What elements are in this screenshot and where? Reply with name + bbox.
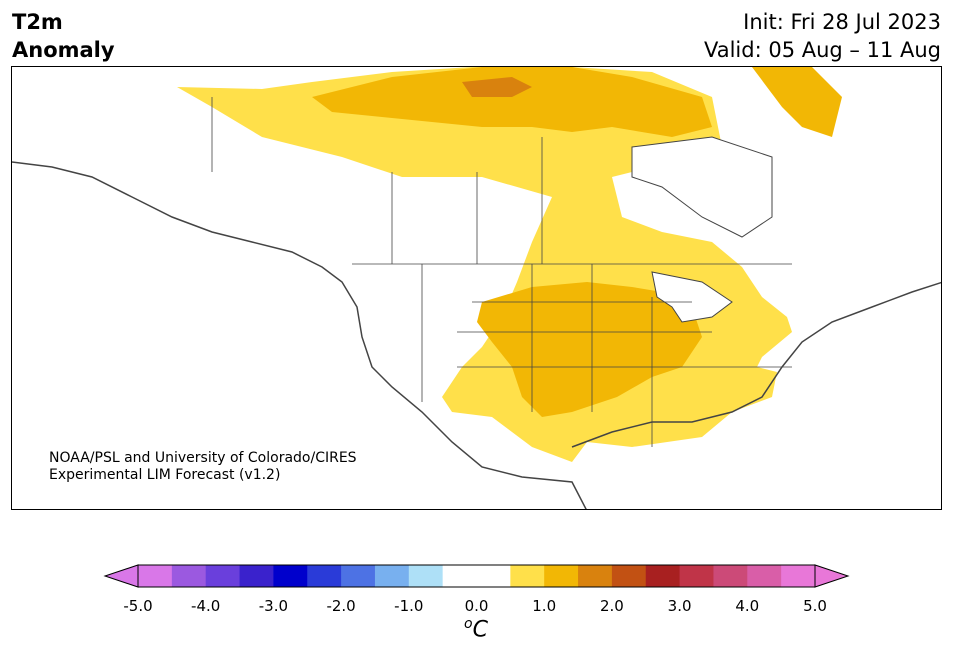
colorbar-outline (137, 564, 816, 588)
colorbar-segment (273, 565, 308, 587)
colorbar-segment (307, 565, 342, 587)
colorbar-segment (374, 565, 410, 587)
colorbar-tick-label: 3.0 (667, 597, 692, 615)
colorbar-tick-label: -2.0 (326, 597, 356, 615)
colorbar-segment (679, 565, 714, 587)
colorbar-tick-label: 5.0 (803, 597, 827, 615)
credit-line2: Experimental LIM Forecast (v1.2) (49, 467, 281, 483)
colorbar-tick-label: 2.0 (599, 597, 624, 615)
coastline-west (12, 161, 587, 509)
credit-text: NOAA/PSL and University of Colorado/CIRE… (49, 450, 357, 484)
anomaly-region-medium-greenland (752, 67, 842, 137)
variable-line1: T2m (12, 10, 63, 34)
map-panel (11, 66, 942, 510)
anomaly-region-medium-north (312, 67, 712, 137)
colorbar-segment (476, 565, 511, 587)
colorbar-segment (611, 565, 647, 587)
great-lakes (651, 271, 733, 323)
colorbar-segment (544, 565, 579, 587)
variable-line2: Anomaly (12, 38, 115, 62)
colorbar-tick-label: 4.0 (735, 597, 760, 615)
colorbar-unit: oC (464, 616, 488, 642)
colorbar-segment (205, 565, 241, 587)
colorbar-segment (645, 565, 681, 587)
colorbar-tick-label: -1.0 (394, 597, 424, 615)
colorbar-segment (578, 565, 613, 587)
colorbar-tick-label: 1.0 (532, 597, 557, 615)
colorbar (103, 564, 850, 588)
colorbar-segment (713, 565, 748, 587)
anomaly-map (12, 67, 941, 509)
colorbar-tick-label: -4.0 (191, 597, 221, 615)
colorbar-under-arrow (103, 564, 139, 588)
colorbar-tick-label: 0.0 (464, 597, 489, 615)
colorbar-segment (341, 565, 376, 587)
colorbar-segment (138, 565, 173, 587)
colorbar-segment (408, 565, 444, 587)
colorbar-segment (442, 565, 477, 587)
colorbar-segment (747, 565, 782, 587)
colorbar-segment (239, 565, 274, 587)
credit-line1: NOAA/PSL and University of Colorado/CIRE… (49, 450, 357, 466)
hudson-bay (631, 136, 773, 238)
colorbar-tick-label: -5.0 (123, 597, 153, 615)
colorbar-segment (171, 565, 207, 587)
coastline-gulf (571, 281, 941, 448)
forecast-dates: Init: Fri 28 Jul 2023 Valid: 05 Aug – 11… (704, 8, 941, 64)
colorbar-tick-label: -3.0 (258, 597, 289, 615)
anomaly-region-strong (462, 77, 532, 97)
unit-base: C (472, 617, 488, 643)
anomaly-region-medium (477, 282, 702, 417)
unit-superscript: o (464, 616, 473, 632)
variable-title: T2m Anomaly (12, 8, 115, 64)
colorbar-segment (781, 565, 816, 587)
valid-range: Valid: 05 Aug – 11 Aug (703, 38, 941, 62)
colorbar-segment (510, 565, 545, 587)
init-date: Init: Fri 28 Jul 2023 (743, 10, 941, 34)
colorbar-over-arrow (814, 564, 850, 588)
political-borders (211, 97, 792, 447)
